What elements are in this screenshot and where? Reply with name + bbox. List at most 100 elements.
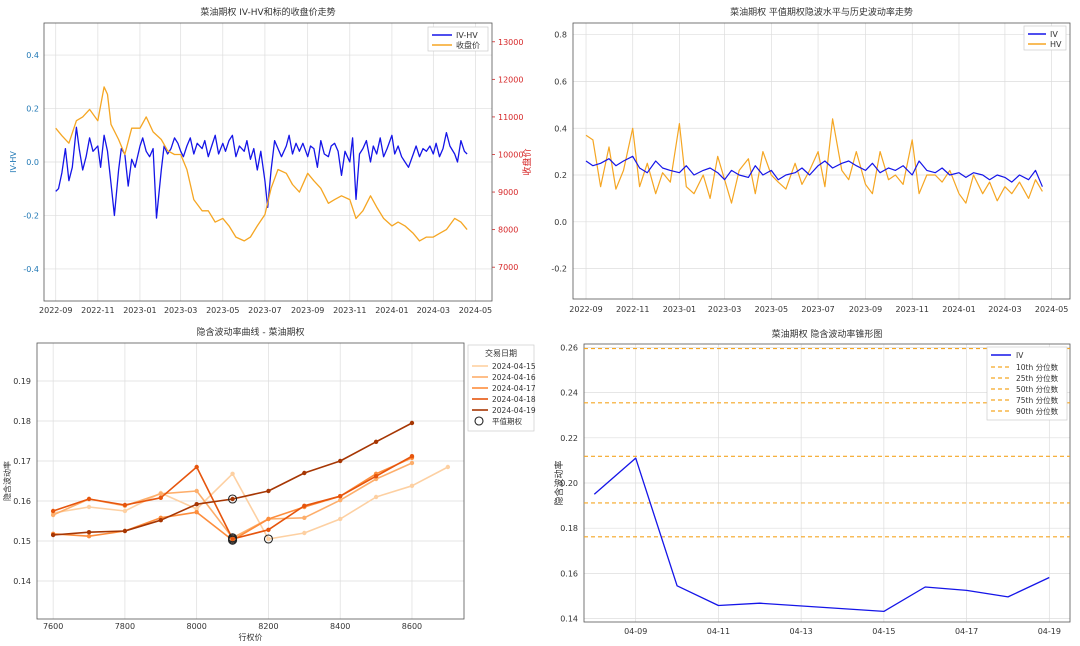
y-tick-label: 0.14 [13,577,31,586]
plot-frame [43,22,493,302]
x-tick-label: 04-17 [955,627,978,636]
data-point [302,470,307,476]
atm-marker [228,534,238,544]
y-right-tick-label: 7000 [498,263,518,272]
x-tick-label: 8000 [186,622,206,631]
x-tick-label: 2024-05 [1035,305,1068,314]
y-tick-label: 0.15 [13,537,31,546]
series-line [585,155,1043,187]
legend-label: 10th 分位数 [1016,362,1059,372]
legend-label: 收盘价 [456,40,480,50]
chart-iv-cone: 04-09 04-11 04-13 04-15 04-17 04-19 0.14 0.16 0.… [553,328,1071,636]
x-tick-label: 2023-09 [849,305,882,314]
data-point [266,488,271,494]
x-tick-label: 2022-11 [616,305,649,314]
plot-frame [583,343,1071,623]
data-point [86,530,92,535]
y-tick-label: 0.24 [560,389,578,398]
data-point [122,502,128,508]
data-point [194,464,199,470]
x-tick-label: 8400 [330,622,350,631]
legend-label: HV [1050,40,1062,49]
x-tick-label: 2023-07 [801,305,834,314]
x-tick-label: 7600 [43,622,63,631]
data-point [373,474,379,479]
data-point [194,510,199,515]
x-tick-label: 2023-05 [755,305,788,314]
x-tick-label: 2023-01 [123,306,156,315]
x-tick-label: 2023-01 [663,305,696,314]
x-tick-label: 2024-01 [375,306,408,315]
y-tick-label: 0.2 [554,171,567,180]
legend-box [986,346,1068,421]
x-tick-label: 2024-05 [459,306,492,315]
chart-title: 菜油期权 平值期权隐波水平与历史波动率走势 [730,6,913,18]
chart-title: 菜油期权 IV-HV和标的收盘价走势 [200,6,335,18]
data-point [194,506,199,512]
legend-label: 75th 分位数 [1016,395,1059,405]
plot-frame [36,342,465,620]
y-right-tick-label: 13000 [498,38,523,47]
y-tick-label: 0.8 [554,31,567,40]
y-axis-label: IV-HV [9,151,18,173]
x-tick-label: 7800 [115,622,135,631]
data-point [409,420,415,426]
data-point [50,532,56,538]
data-point [338,458,343,464]
x-tick-label: 04-13 [790,627,813,636]
series-line [52,466,449,540]
y-tick-label: 0.6 [554,77,567,86]
series-line [593,457,1050,613]
x-tick-label: 2023-09 [291,306,324,315]
data-point [86,504,92,510]
y-tick-label: 0.19 [13,377,31,386]
series-line [55,126,468,219]
data-point [50,508,56,514]
y-tick-label: -0.2 [551,265,567,274]
x-tick-label: 2024-03 [417,306,450,315]
data-point [86,534,92,539]
legend-label: 2024-04-18 [492,395,536,404]
x-tick-label: 04-19 [1038,627,1061,636]
y-right-tick-label: 11000 [498,113,523,122]
data-point [338,498,343,503]
data-point [158,495,163,500]
y-tick-label: -0.2 [23,211,39,220]
y-axis-label: 隐含波动率 [553,460,565,505]
y-right-tick-label: 8000 [498,226,518,235]
chart-iv-vs-hv: 2022-09 2022-11 2023-01 2023-03 2023-05 2023-… [551,6,1071,314]
y-tick-label: 0.14 [560,615,578,624]
x-tick-label: 8200 [258,622,278,631]
y-tick-label: -0.4 [23,265,39,274]
data-point [230,536,235,542]
x-tick-label: 04-11 [707,627,730,636]
x-tick-label: 2022-09 [39,306,72,315]
x-tick-label: 2024-01 [942,305,975,314]
chart-iv-hv-close: 2022-09 2022-11 2023-01 2023-03 2023-05 2023-… [9,6,533,315]
data-point [194,502,199,507]
plot-frame [572,22,1071,300]
y-tick-label: 0.0 [26,158,39,167]
x-tick-label: 8600 [402,622,422,631]
data-point [230,471,235,476]
data-point [158,491,163,496]
x-tick-label: 2022-09 [569,305,602,314]
data-point [302,515,307,520]
x-tick-label: 2023-03 [708,305,741,314]
atm-marker [263,534,273,544]
legend-label: IV-HV [456,31,478,40]
chart-iv-smile: 7600 7800 8000 8200 8400 8600 0.14 0.15 0.16 0.17… [2,326,536,642]
y-tick-label: 0.0 [554,218,567,227]
data-point [266,536,271,542]
y-tick-label: 0.16 [13,497,31,506]
data-point [122,528,128,534]
legend-label: 平值期权 [492,416,522,426]
legend-label: 2024-04-16 [492,373,536,382]
data-point [194,488,199,494]
series-line [53,422,413,536]
legend-label: 2024-04-17 [492,384,536,393]
series-line [55,86,468,242]
